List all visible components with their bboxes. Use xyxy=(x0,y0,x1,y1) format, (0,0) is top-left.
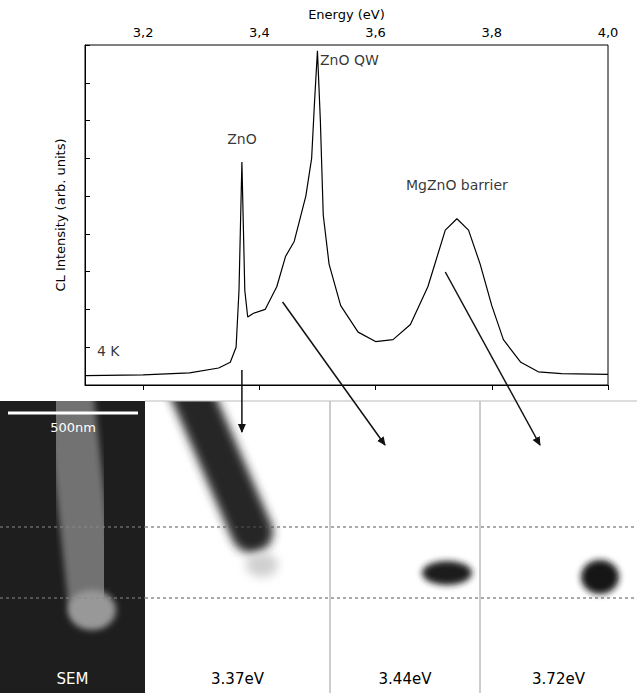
svg-text:4 K: 4 K xyxy=(97,343,120,359)
svg-text:3,4: 3,4 xyxy=(249,25,270,40)
svg-text:CL Intensity (arb. units): CL Intensity (arb. units) xyxy=(53,138,68,291)
svg-text:3.37eV: 3.37eV xyxy=(211,670,265,688)
svg-text:Energy (eV): Energy (eV) xyxy=(308,7,385,22)
svg-text:ZnO QW: ZnO QW xyxy=(320,52,379,68)
svg-text:3,8: 3,8 xyxy=(481,25,502,40)
svg-text:3.44eV: 3.44eV xyxy=(379,670,433,688)
svg-text:500nm: 500nm xyxy=(50,420,96,435)
svg-text:3,6: 3,6 xyxy=(365,25,386,40)
svg-text:3.72eV: 3.72eV xyxy=(532,670,586,688)
svg-text:MgZnO barrier: MgZnO barrier xyxy=(406,177,508,193)
svg-text:SEM: SEM xyxy=(57,670,89,688)
svg-text:ZnO: ZnO xyxy=(227,131,256,147)
svg-text:4,0: 4,0 xyxy=(598,25,619,40)
svg-text:3,2: 3,2 xyxy=(133,25,154,40)
